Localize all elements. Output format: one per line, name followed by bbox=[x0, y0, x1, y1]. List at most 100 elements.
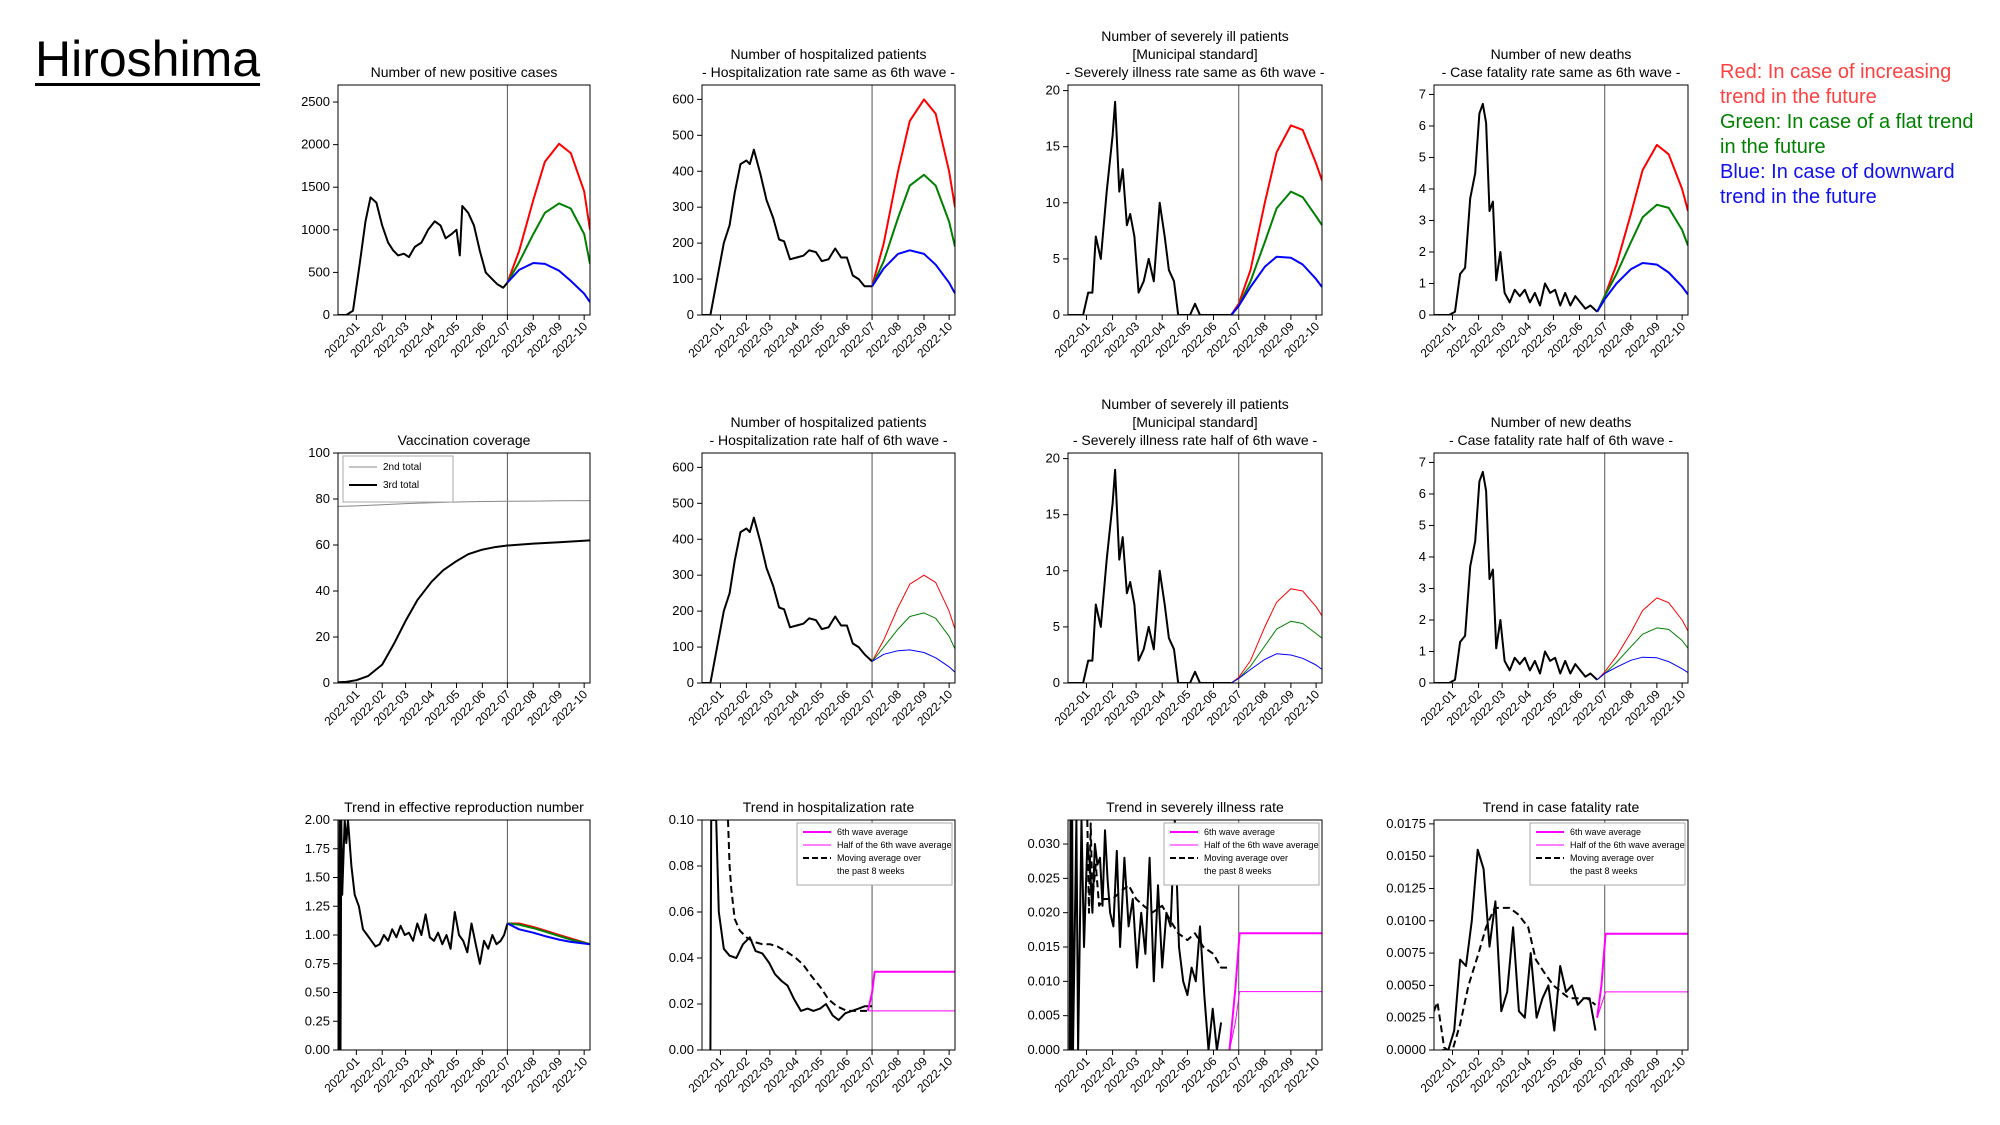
series-line-3 bbox=[1229, 991, 1322, 1050]
y-tick-label: 0 bbox=[1053, 675, 1060, 690]
chart-title-line: Trend in hospitalization rate bbox=[743, 799, 915, 815]
y-tick-label: 400 bbox=[672, 531, 694, 546]
series-line-1 bbox=[1230, 124, 1322, 315]
plot-frame bbox=[337, 819, 591, 1051]
y-tick-label: 0.10 bbox=[669, 812, 694, 827]
chart-title-line: Trend in case fatality rate bbox=[1483, 799, 1640, 815]
chart-severe_half: Number of severely ill patients [Municipa… bbox=[1046, 396, 1323, 728]
series-line-2 bbox=[1230, 620, 1322, 683]
series-group bbox=[1068, 100, 1322, 315]
chart-title-line: - Severely illness rate same as 6th wave… bbox=[1065, 64, 1324, 80]
legend-label: Half of the 6th wave average bbox=[1204, 840, 1319, 850]
series-line-3 bbox=[1596, 991, 1688, 1018]
chart-title-line: Number of new deaths bbox=[1491, 414, 1632, 430]
legend-label: 6th wave average bbox=[1570, 827, 1641, 837]
y-tick-label: 40 bbox=[316, 583, 330, 598]
series-line-2 bbox=[507, 922, 590, 946]
y-tick-label: 1.00 bbox=[305, 927, 330, 942]
chart-title-line: - Case fatality rate same as 6th wave - bbox=[1442, 64, 1681, 80]
plot-frame bbox=[1067, 819, 1323, 1051]
y-tick-label: 500 bbox=[308, 264, 330, 279]
chart-deaths_half: Number of new deaths - Case fatality rate… bbox=[1418, 414, 1689, 728]
plot-frame bbox=[1433, 819, 1689, 1051]
y-tick-label: 0.00 bbox=[669, 1042, 694, 1057]
series-line-1 bbox=[727, 820, 868, 1012]
chart-title-line: - Severely illness rate half of 6th wave… bbox=[1073, 432, 1318, 448]
y-tick-label: 5 bbox=[1053, 251, 1060, 266]
plot-frame bbox=[1067, 452, 1323, 684]
y-tick-label: 1000 bbox=[301, 222, 330, 237]
y-tick-label: 0.020 bbox=[1027, 905, 1060, 920]
legend-box bbox=[1529, 822, 1686, 886]
page-title: Hiroshima bbox=[35, 31, 261, 87]
y-tick-label: 2500 bbox=[301, 94, 330, 109]
series-line-0 bbox=[702, 516, 873, 683]
y-tick-label: 100 bbox=[672, 639, 694, 654]
chart-fatality_rate: Trend in case fatality rate 0.0000 0.0025 0… bbox=[1386, 799, 1689, 1095]
y-tick-label: 20 bbox=[316, 629, 330, 644]
y-tick-label: 0.0025 bbox=[1386, 1010, 1426, 1025]
series-line-3 bbox=[506, 262, 590, 303]
chart-new_positive_cases: Number of new positive cases 0 500 1000 1500… bbox=[301, 64, 590, 360]
series-line-3 bbox=[1230, 653, 1322, 683]
chart-title-line: [Municipal standard] bbox=[1132, 414, 1257, 430]
chart-title-line: Number of severely ill patients bbox=[1101, 28, 1289, 44]
chart-legend: 6th wave average Half of the 6th wave ave… bbox=[796, 822, 953, 886]
series-line-3 bbox=[871, 249, 955, 294]
y-tick-label: 1 bbox=[1419, 275, 1426, 290]
series-line-1 bbox=[1596, 143, 1688, 313]
y-tick-label: 300 bbox=[672, 199, 694, 214]
y-tick-label: 0 bbox=[1419, 675, 1426, 690]
series-group bbox=[338, 500, 590, 683]
chart-deaths_same: Number of new deaths - Case fatality rate… bbox=[1418, 46, 1689, 360]
chart-severe_rate: Trend in severely illness rate 0.000 0.005… bbox=[1027, 799, 1323, 1095]
chart-title-line: Vaccination coverage bbox=[398, 432, 531, 448]
y-tick-label: 7 bbox=[1419, 86, 1426, 101]
plot-frame bbox=[337, 452, 591, 684]
y-tick-label: 0.0000 bbox=[1386, 1042, 1426, 1057]
chart-title-line: Number of new positive cases bbox=[371, 64, 558, 80]
y-tick-label: 0.025 bbox=[1027, 870, 1060, 885]
scenario-color-legend: Red: In case of increasing trend in the … bbox=[1720, 60, 1990, 210]
series-group bbox=[709, 820, 955, 1050]
chart-legend: 6th wave average Half of the 6th wave ave… bbox=[1529, 822, 1686, 886]
y-tick-label: 0.08 bbox=[669, 858, 694, 873]
series-line-2 bbox=[1596, 627, 1688, 681]
chart-title-line: Number of hospitalized patients bbox=[730, 414, 926, 430]
series-group bbox=[1068, 468, 1322, 683]
legend-label: the past 8 weeks bbox=[1204, 866, 1272, 876]
y-tick-label: 600 bbox=[672, 459, 694, 474]
series-line-3 bbox=[871, 649, 955, 673]
y-tick-label: 0.00 bbox=[305, 1042, 330, 1057]
series-line-2 bbox=[866, 970, 955, 1012]
y-tick-label: 1500 bbox=[301, 179, 330, 194]
series-line-0 bbox=[1068, 100, 1232, 315]
plot-frame bbox=[701, 84, 956, 316]
y-tick-label: 0.75 bbox=[305, 956, 330, 971]
y-tick-label: 0.030 bbox=[1027, 836, 1060, 851]
y-tick-label: 0.25 bbox=[305, 1013, 330, 1028]
y-tick-label: 0 bbox=[687, 675, 694, 690]
chart-title-line: - Hospitalization rate half of 6th wave … bbox=[709, 432, 947, 448]
legend-label: 3rd total bbox=[383, 480, 419, 491]
y-tick-label: 200 bbox=[672, 603, 694, 618]
series-line-1 bbox=[1434, 906, 1597, 1050]
chart-effective_r: Trend in effective reproduction number 0.… bbox=[305, 799, 591, 1095]
y-tick-label: 0.50 bbox=[305, 985, 330, 1000]
series-line-0 bbox=[1442, 848, 1597, 1050]
legend-label: the past 8 weeks bbox=[837, 866, 905, 876]
y-tick-label: 0.000 bbox=[1027, 1042, 1060, 1057]
y-tick-label: 5 bbox=[1419, 517, 1426, 532]
chart-severe_same: Number of severely ill patients [Municipa… bbox=[1046, 28, 1325, 360]
chart-title-line: Number of hospitalized patients bbox=[730, 46, 926, 62]
legend-label: Moving average over bbox=[1570, 853, 1654, 863]
legend-label: the past 8 weeks bbox=[1570, 866, 1638, 876]
y-tick-label: 3 bbox=[1419, 580, 1426, 595]
series-line-2 bbox=[1596, 932, 1688, 1018]
legend-label: 6th wave average bbox=[837, 827, 908, 837]
series-line-2 bbox=[871, 612, 955, 662]
legend-note-green: Green: In case of a flat trend in the fu… bbox=[1720, 111, 1974, 158]
series-line-1 bbox=[506, 142, 590, 283]
series-group bbox=[1434, 470, 1688, 683]
